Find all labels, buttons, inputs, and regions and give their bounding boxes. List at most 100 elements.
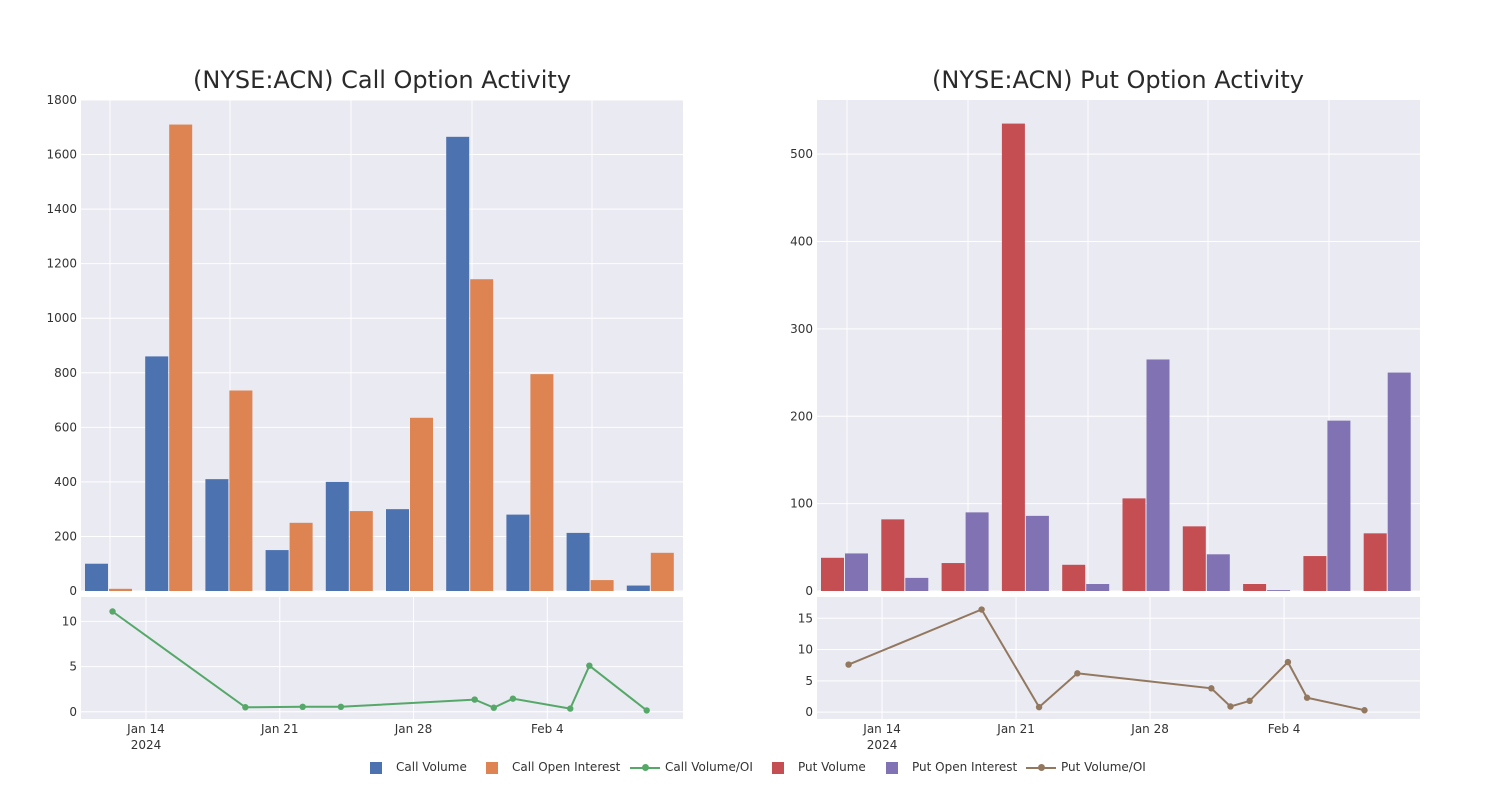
call-chart-title: (NYSE:ACN) Call Option Activity: [192, 66, 572, 94]
call-bar-call-volume-8: [566, 532, 590, 591]
legend-call-volume-label: Call Volume: [396, 760, 467, 774]
legend-put-open-interest-swatch: [886, 762, 898, 774]
call-ratio-point-4: [471, 696, 478, 703]
legend-call-volume-oi-marker: [642, 764, 649, 771]
call-bar-call-volume-0: [85, 563, 108, 591]
call-bar-call-volume-1: [145, 356, 169, 591]
put-ratio-point-9: [1361, 707, 1368, 714]
call-bar-call-open-interest-2: [229, 390, 253, 591]
put-bar-put-open-interest-2: [965, 512, 989, 591]
call-ratio-point-3: [337, 703, 345, 710]
put-bar-put-volume-0: [821, 557, 844, 591]
call-ratio-point-0: [109, 608, 116, 615]
put-xtick-label: Jan 14: [862, 722, 901, 736]
call-bar-ytick-label: 0: [69, 584, 77, 598]
call-xtick-label: Jan 21: [260, 722, 299, 736]
put-bar-put-volume-3: [1001, 123, 1025, 592]
put-bar-ytick-label: 500: [790, 147, 813, 161]
put-ratio-point-2: [1035, 703, 1043, 711]
put-bar-put-volume-8: [1303, 556, 1327, 591]
chart-legend: Call Volume Call Open Interest Call Volu…: [0, 758, 1500, 778]
put-bar-put-open-interest-3: [1025, 515, 1049, 591]
put-xtick-label: Jan 21: [996, 722, 1035, 736]
call-ratio-point-2: [299, 703, 306, 710]
put-bar-put-open-interest-5: [1146, 359, 1170, 591]
legend-call-volume-swatch: [370, 762, 382, 774]
call-bar-call-volume-3: [265, 550, 289, 591]
call-bar-ytick-label: 1600: [46, 148, 77, 162]
call-bar-call-open-interest-3: [289, 522, 313, 591]
put-bar-put-open-interest-1: [905, 577, 929, 591]
call-bar-ytick-label: 1000: [46, 311, 77, 325]
put-ratio-point-1: [978, 606, 985, 613]
put-bar-put-volume-7: [1243, 584, 1267, 591]
put-ratio-point-6: [1246, 697, 1253, 705]
put-ratio-point-0: [845, 661, 852, 668]
call-bar-ytick-label: 200: [54, 529, 77, 543]
put-bar-put-volume-9: [1363, 533, 1387, 591]
put-ratio-line: [848, 608, 1365, 712]
call-bar-call-volume-9: [626, 585, 650, 591]
call-bar-call-open-interest-8: [590, 580, 614, 591]
put-ratio-plot-area: [817, 597, 1420, 719]
put-bar-put-open-interest-7: [1267, 590, 1291, 591]
put-bar-put-open-interest-0: [845, 553, 868, 591]
call-ratio-ytick-label: 0: [69, 705, 77, 719]
put-bar-put-volume-4: [1062, 564, 1086, 591]
put-ratio-point-5: [1227, 703, 1234, 710]
call-ratio-plot-area: [81, 597, 683, 719]
put-bar-put-volume-1: [881, 519, 905, 591]
call-bar-call-open-interest-5: [410, 417, 433, 591]
put-ratio-point-8: [1303, 694, 1311, 701]
legend-call-open-interest-label: Call Open Interest: [512, 760, 621, 774]
call-bar-call-volume-2: [205, 479, 229, 591]
put-bar-ytick-label: 200: [790, 409, 813, 423]
put-ratio-ytick-label: 5: [805, 674, 813, 688]
put-bar-put-open-interest-8: [1327, 420, 1351, 591]
put-ratio-ytick-label: 15: [798, 611, 813, 625]
call-bar-call-open-interest-4: [349, 511, 373, 591]
call-ratio-ytick-label: 10: [62, 614, 77, 628]
legend-put-volume-label: Put Volume: [798, 760, 866, 774]
put-bar-ytick-label: 0: [805, 584, 813, 598]
put-chart-title: (NYSE:ACN) Put Option Activity: [932, 66, 1304, 94]
put-bar-put-volume-2: [941, 563, 965, 591]
call-bar-call-volume-7: [506, 514, 530, 591]
call-bar-ytick-label: 1400: [46, 202, 77, 216]
call-bar-ytick-label: 600: [54, 420, 77, 434]
put-bar-plot-area: [817, 100, 1420, 591]
call-ratio-point-8: [586, 662, 593, 669]
legend-call-open-interest-swatch: [486, 762, 498, 774]
put-xtick-label: Jan 28: [1130, 722, 1169, 736]
put-ratio-ytick-label: 0: [805, 705, 813, 719]
call-ratio-point-6: [509, 695, 517, 702]
put-bar-put-open-interest-9: [1387, 372, 1411, 591]
call-bar-call-volume-5: [386, 509, 409, 591]
call-xtick-year-label: 2024: [131, 738, 162, 752]
put-ratio-point-3: [1074, 670, 1081, 677]
put-bar-put-open-interest-6: [1206, 554, 1230, 591]
call-ratio-point-7: [567, 705, 574, 712]
call-ratio-point-1: [242, 704, 249, 711]
call-xtick-label: Feb 4: [531, 722, 564, 736]
legend-put-volume-oi-marker: [1038, 764, 1045, 771]
put-bar-ytick-label: 400: [790, 235, 813, 249]
legend-call-volume-oi-label: Call Volume/OI: [665, 760, 753, 774]
put-xtick-label: Feb 4: [1268, 722, 1301, 736]
call-bar-ytick-label: 1800: [46, 93, 77, 107]
call-bar-call-open-interest-7: [530, 374, 554, 591]
put-ratio-ytick-label: 10: [798, 643, 813, 657]
legend-put-volume-swatch: [772, 762, 784, 774]
call-bar-ytick-label: 1200: [46, 257, 77, 271]
put-bar-put-volume-6: [1182, 526, 1206, 591]
call-ratio-line: [111, 610, 648, 712]
put-bar-put-open-interest-4: [1086, 584, 1110, 591]
call-bar-ytick-label: 800: [54, 366, 77, 380]
call-xtick-label: Jan 14: [126, 722, 165, 736]
call-ratio-point-9: [643, 707, 650, 714]
legend-put-volume-oi-label: Put Volume/OI: [1061, 760, 1146, 774]
call-bar-ytick-label: 400: [54, 475, 77, 489]
call-bar-call-open-interest-0: [109, 588, 132, 591]
put-bar-put-volume-5: [1122, 498, 1146, 591]
call-ratio-ytick-label: 5: [69, 660, 77, 674]
